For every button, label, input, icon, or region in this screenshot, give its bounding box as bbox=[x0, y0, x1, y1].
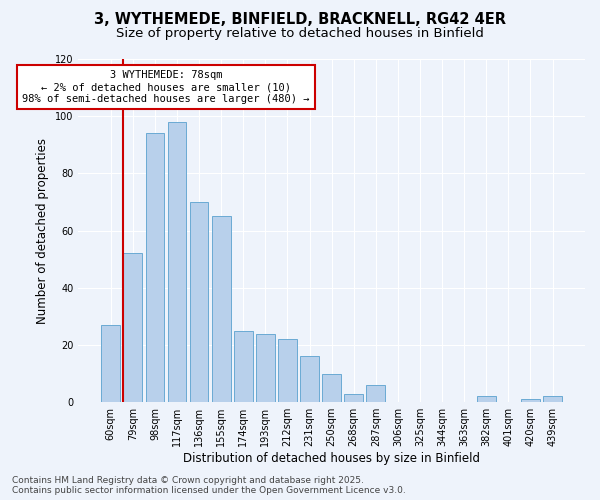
Bar bbox=[101, 325, 120, 402]
Bar bbox=[344, 394, 363, 402]
Bar bbox=[300, 356, 319, 402]
Text: 3, WYTHEMEDE, BINFIELD, BRACKNELL, RG42 4ER: 3, WYTHEMEDE, BINFIELD, BRACKNELL, RG42 … bbox=[94, 12, 506, 28]
Text: Contains HM Land Registry data © Crown copyright and database right 2025.
Contai: Contains HM Land Registry data © Crown c… bbox=[12, 476, 406, 495]
Bar bbox=[167, 122, 187, 402]
Bar bbox=[146, 134, 164, 402]
Bar bbox=[322, 374, 341, 402]
Bar bbox=[477, 396, 496, 402]
Text: 3 WYTHEMEDE: 78sqm
← 2% of detached houses are smaller (10)
98% of semi-detached: 3 WYTHEMEDE: 78sqm ← 2% of detached hous… bbox=[22, 70, 310, 104]
Y-axis label: Number of detached properties: Number of detached properties bbox=[37, 138, 49, 324]
Bar bbox=[234, 330, 253, 402]
Bar bbox=[367, 385, 385, 402]
Bar bbox=[256, 334, 275, 402]
Bar bbox=[124, 254, 142, 402]
Bar bbox=[521, 400, 540, 402]
Bar bbox=[212, 216, 230, 402]
Bar bbox=[278, 340, 297, 402]
Text: Size of property relative to detached houses in Binfield: Size of property relative to detached ho… bbox=[116, 28, 484, 40]
X-axis label: Distribution of detached houses by size in Binfield: Distribution of detached houses by size … bbox=[183, 452, 480, 465]
Bar bbox=[543, 396, 562, 402]
Bar bbox=[190, 202, 208, 402]
